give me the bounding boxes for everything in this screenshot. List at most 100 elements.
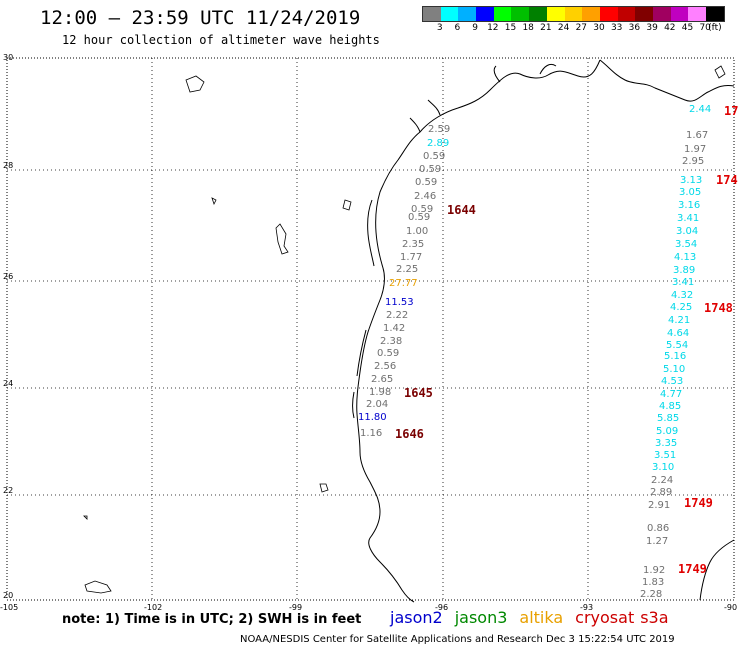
inland-lakes bbox=[83, 65, 726, 594]
credit-footer: NOAA/NESDIS Center for Satellite Applica… bbox=[240, 634, 675, 645]
wave-height-reading: 5.16 bbox=[664, 351, 686, 362]
colorbar-label: 42 bbox=[664, 23, 676, 33]
pass-time-labels: 1644 1645 1646 17 174 1748 1749 1749 bbox=[395, 104, 738, 576]
wave-height-reading: 1.27 bbox=[646, 536, 668, 547]
wave-height-reading: 3.16 bbox=[678, 200, 700, 211]
wave-height-reading: 1.77 bbox=[400, 252, 422, 263]
longitude-tick-label: -93 bbox=[580, 603, 593, 612]
pass-time-label: 1748 bbox=[704, 301, 733, 315]
wave-height-reading: 2.59 bbox=[428, 124, 450, 135]
longitude-tick-label: -105 bbox=[0, 603, 18, 612]
colorbar-swatch bbox=[493, 7, 512, 21]
wave-height-reading: 0.59 bbox=[419, 164, 441, 175]
latitude-tick-label: 20 bbox=[3, 591, 13, 600]
wave-height-reading: 3.54 bbox=[675, 239, 697, 250]
lake-7 bbox=[83, 515, 88, 520]
legend-cryosat: cryosat bbox=[575, 608, 635, 627]
legend-jason2: jason2 bbox=[390, 608, 443, 627]
colorbar-swatch bbox=[546, 7, 565, 21]
wave-height-reading: 1.92 bbox=[643, 565, 665, 576]
wave-height-reading: 5.54 bbox=[666, 340, 688, 351]
wave-height-reading: 2.22 bbox=[386, 310, 408, 321]
wave-height-reading: 0.59 bbox=[411, 204, 433, 215]
pass-time-label: 1749 bbox=[684, 496, 713, 510]
satellite-legend: jason2 jason3 altika cryosat s3a bbox=[390, 608, 681, 627]
colorbar-swatch bbox=[652, 7, 671, 21]
wave-height-reading: 3.51 bbox=[654, 450, 676, 461]
colorbar-label: 45 bbox=[681, 23, 694, 33]
wave-height-reading: 4.13 bbox=[674, 252, 696, 263]
wave-height-reading: 3.35 bbox=[655, 438, 677, 449]
coastline-louisiana bbox=[599, 59, 735, 102]
wave-height-readings: 2.592.890.590.590.592.460.590.591.002.35… bbox=[358, 104, 711, 600]
wave-height-reading: 2.95 bbox=[682, 156, 704, 167]
wave-height-reading: 3.41 bbox=[677, 213, 699, 224]
wave-height-reading: 2.28 bbox=[640, 589, 662, 600]
wave-height-reading: 4.53 bbox=[661, 376, 683, 387]
latitude-tick-label: 22 bbox=[3, 486, 13, 495]
pass-time-label: 17 bbox=[724, 104, 738, 118]
colorbar-label: 6 bbox=[454, 23, 461, 33]
wave-height-reading: 4.32 bbox=[671, 290, 693, 301]
colorbar-label: 3 bbox=[436, 23, 443, 33]
pass-time-label: 1645 bbox=[404, 386, 433, 400]
map-frame bbox=[6, 57, 735, 601]
coastline bbox=[352, 59, 735, 603]
colorbar-label: 27 bbox=[575, 23, 588, 33]
legend-s3a: s3a bbox=[640, 608, 669, 627]
colorbar-label: 21 bbox=[540, 23, 552, 33]
wave-height-reading: 27.77 bbox=[389, 278, 418, 289]
lake-8 bbox=[714, 65, 726, 79]
wave-height-reading: 3.41 bbox=[672, 277, 694, 288]
longitude-tick-label: -96 bbox=[435, 603, 448, 612]
wave-height-reading: 3.05 bbox=[679, 187, 701, 198]
pass-time-label: 174 bbox=[716, 173, 738, 187]
coastline-main bbox=[356, 59, 601, 603]
wave-height-reading: 4.64 bbox=[667, 328, 689, 339]
wave-height-reading: 2.04 bbox=[366, 399, 388, 410]
coastline-barrier-islands bbox=[352, 199, 375, 419]
longitude-tick-label: -102 bbox=[144, 603, 162, 612]
colorbar-swatch bbox=[617, 7, 636, 21]
colorbar-swatch bbox=[423, 7, 441, 21]
wave-height-reading: 1.83 bbox=[642, 577, 664, 588]
wave-height-reading: 2.38 bbox=[380, 336, 402, 347]
wave-height-reading: 2.56 bbox=[374, 361, 396, 372]
map-title: 12:00 – 23:59 UTC 11/24/2019 bbox=[40, 7, 361, 29]
colorbar-swatch bbox=[706, 7, 724, 21]
wave-height-reading: 2.25 bbox=[396, 264, 418, 275]
colorbar-label: 24 bbox=[557, 23, 570, 33]
wave-height-reading: 3.04 bbox=[676, 226, 698, 237]
wave-height-reading: 11.53 bbox=[385, 297, 414, 308]
wave-height-reading: 3.13 bbox=[680, 175, 702, 186]
lake-2 bbox=[275, 223, 289, 255]
units-note: note: 1) Time is in UTC; 2) SWH is in fe… bbox=[62, 612, 362, 627]
wave-height-reading: 1.97 bbox=[684, 144, 706, 155]
pass-time-label: 1749 bbox=[678, 562, 707, 576]
colorbar-swatch bbox=[440, 7, 459, 21]
colorbar-swatch bbox=[582, 7, 600, 21]
wave-height-reading: 1.42 bbox=[383, 323, 405, 334]
latitude-tick-label: 28 bbox=[3, 161, 13, 170]
wave-height-reading: 3.10 bbox=[652, 462, 674, 473]
wave-height-reading: 0.59 bbox=[423, 151, 445, 162]
wave-height-reading: 5.09 bbox=[656, 426, 678, 437]
axis-labels: -105 -102 -99 -96 -93 -90 30 28 26 24 22 20 bbox=[0, 53, 737, 612]
wave-height-reading: 4.25 bbox=[670, 302, 692, 313]
lake-1 bbox=[185, 75, 205, 93]
lake-5 bbox=[319, 483, 329, 493]
colorbar-label: 9 bbox=[472, 23, 478, 33]
wave-height-reading: 1.98 bbox=[369, 387, 391, 398]
colorbar-swatch bbox=[458, 7, 477, 21]
wave-height-reading: 1.16 bbox=[360, 428, 382, 439]
colorbar-swatch bbox=[529, 7, 547, 21]
lake-6 bbox=[84, 580, 112, 594]
wave-height-reading: 2.44 bbox=[689, 104, 711, 115]
longitude-tick-label: -90 bbox=[724, 603, 737, 612]
wave-height-reading: 2.24 bbox=[651, 475, 673, 486]
colorbar-label: 70 bbox=[699, 23, 711, 33]
wave-height-colorbar bbox=[422, 6, 725, 22]
colorbar-label: 30 bbox=[593, 23, 605, 33]
colorbar-swatch bbox=[688, 7, 706, 21]
